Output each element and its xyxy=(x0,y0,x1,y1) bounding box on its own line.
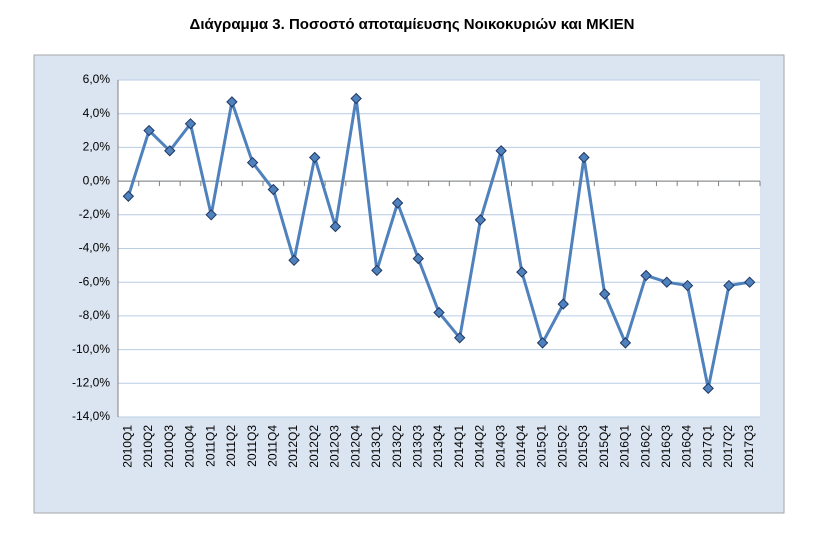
x-tick-label: 2015Q1 xyxy=(535,425,549,468)
x-tick-label: 2012Q1 xyxy=(286,425,300,468)
x-tick-label: 2011Q1 xyxy=(203,425,217,467)
marker xyxy=(371,264,383,277)
x-tick-label: 2011Q2 xyxy=(224,425,238,467)
x-tick-label: 2014Q1 xyxy=(452,425,466,468)
y-tick-label: -6,0% xyxy=(79,274,111,288)
y-tick-label: 6,0% xyxy=(83,72,111,86)
marker xyxy=(723,279,735,292)
chart-title: Διάγραμμα 3. Ποσοστό αποταμίευσης Νοικοκ… xyxy=(190,16,635,33)
x-tick-label: 2012Q3 xyxy=(328,425,342,468)
x-tick-label: 2017Q3 xyxy=(742,425,756,468)
y-tick-label: 4,0% xyxy=(83,106,111,120)
y-tick-label: 0,0% xyxy=(83,173,111,187)
marker xyxy=(495,145,507,157)
y-tick-label: -10,0% xyxy=(72,342,110,356)
x-tick-label: 2017Q2 xyxy=(721,425,735,468)
marker xyxy=(640,269,652,282)
y-tick-label: -8,0% xyxy=(79,308,111,322)
marker xyxy=(184,118,197,130)
x-tick-label: 2016Q3 xyxy=(659,425,673,468)
marker xyxy=(474,214,487,226)
x-tick-label: 2016Q2 xyxy=(638,425,652,468)
marker xyxy=(578,151,590,164)
x-tick-label: 2017Q1 xyxy=(700,425,714,468)
x-tick-label: 2014Q4 xyxy=(514,425,528,468)
x-tick-label: 2016Q1 xyxy=(618,425,632,468)
x-tick-label: 2010Q2 xyxy=(141,425,155,468)
marker xyxy=(516,266,528,278)
marker xyxy=(681,279,694,292)
x-tick-label: 2012Q2 xyxy=(307,425,321,468)
marker xyxy=(246,156,259,169)
marker xyxy=(205,209,217,221)
x-tick-label: 2014Q2 xyxy=(473,425,487,468)
marker xyxy=(702,382,714,395)
marker xyxy=(433,306,445,319)
marker xyxy=(598,288,611,300)
x-tick-label: 2015Q4 xyxy=(597,425,611,468)
x-tick-label: 2015Q3 xyxy=(576,425,590,468)
marker xyxy=(143,124,155,137)
x-tick-label: 2010Q3 xyxy=(162,425,176,468)
x-tick-label: 2015Q2 xyxy=(555,425,569,468)
marker xyxy=(122,190,135,202)
marker xyxy=(454,332,466,344)
marker xyxy=(164,145,176,157)
x-tick-label: 2013Q1 xyxy=(369,425,383,468)
marker xyxy=(350,92,362,105)
y-tick-label: -4,0% xyxy=(79,241,111,255)
x-tick-label: 2010Q1 xyxy=(121,425,135,468)
marker xyxy=(288,254,300,267)
x-tick-label: 2011Q4 xyxy=(265,425,279,467)
x-tick-label: 2013Q4 xyxy=(431,425,445,468)
marker xyxy=(267,183,280,196)
y-tick-label: -14,0% xyxy=(72,409,110,423)
x-tick-label: 2013Q2 xyxy=(390,425,404,468)
marker xyxy=(391,197,404,209)
y-tick-label: 2,0% xyxy=(83,140,111,154)
marker xyxy=(329,220,342,233)
marker xyxy=(412,252,424,265)
x-tick-label: 2011Q3 xyxy=(245,425,259,467)
marker xyxy=(536,337,549,349)
marker xyxy=(557,298,569,310)
marker xyxy=(226,96,238,108)
y-tick-label: -2,0% xyxy=(79,207,111,221)
x-tick-label: 2010Q4 xyxy=(183,425,197,468)
x-tick-label: 2012Q4 xyxy=(348,425,362,468)
x-tick-label: 2014Q3 xyxy=(493,425,507,468)
marker xyxy=(743,276,756,288)
marker xyxy=(309,151,321,164)
x-tick-label: 2016Q4 xyxy=(680,425,694,468)
x-tick-label: 2013Q3 xyxy=(410,425,424,468)
marker xyxy=(661,276,673,288)
y-tick-label: -12,0% xyxy=(72,375,110,389)
marker xyxy=(619,337,632,349)
